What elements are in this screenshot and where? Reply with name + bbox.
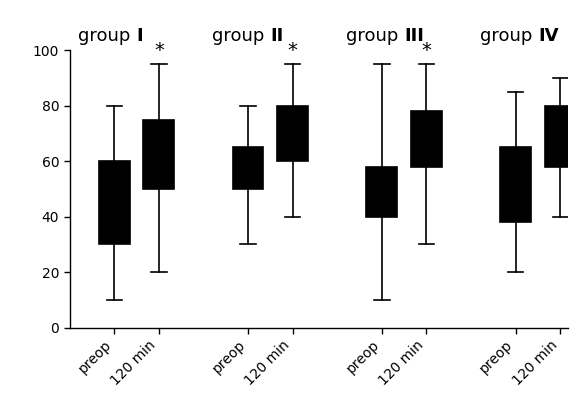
Text: III: III <box>404 27 424 45</box>
Text: II: II <box>270 27 284 45</box>
PathPatch shape <box>143 120 174 189</box>
PathPatch shape <box>545 106 576 167</box>
Text: group: group <box>78 27 136 45</box>
Text: IV: IV <box>538 27 559 45</box>
Text: *: * <box>288 41 298 60</box>
PathPatch shape <box>367 167 397 217</box>
PathPatch shape <box>501 147 531 222</box>
PathPatch shape <box>411 111 442 167</box>
Text: group: group <box>212 27 270 45</box>
PathPatch shape <box>277 106 308 161</box>
Text: *: * <box>154 41 164 60</box>
PathPatch shape <box>233 147 263 189</box>
Text: I: I <box>136 27 143 45</box>
PathPatch shape <box>99 161 129 244</box>
Text: group: group <box>480 27 538 45</box>
Text: *: * <box>422 41 432 60</box>
Text: group: group <box>346 27 404 45</box>
